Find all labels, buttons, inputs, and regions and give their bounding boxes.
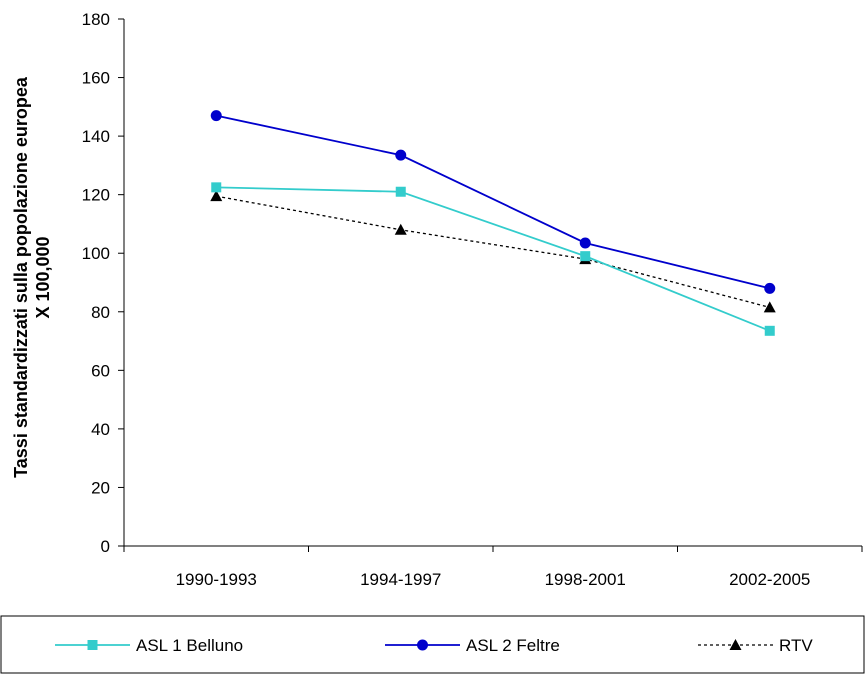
- data-point: [579, 237, 591, 249]
- y-tick-label: 40: [91, 420, 110, 439]
- y-tick-label: 180: [82, 10, 110, 29]
- legend-marker: [417, 639, 428, 651]
- legend-label: RTV: [779, 636, 813, 655]
- x-axis: 1990-1993 1994-1997 1998-2001 2002-2005: [123, 545, 863, 589]
- legend-label: ASL 1 Belluno: [136, 636, 243, 655]
- legend-label: ASL 2 Feltre: [466, 636, 560, 655]
- x-tick-label: 1998-2001: [545, 570, 626, 589]
- series-layer: [210, 110, 776, 336]
- data-point: [395, 186, 406, 197]
- legend-marker: [729, 639, 742, 650]
- data-point: [395, 149, 407, 161]
- legend-entry: ASL 2 Feltre: [385, 636, 560, 655]
- y-tick-label: 140: [82, 127, 110, 146]
- legend: ASL 1 Belluno ASL 2 Feltre RTV: [0, 615, 865, 674]
- y-axis: 0 20 40 60 80 100 120 140 160 180: [82, 10, 125, 556]
- data-point: [210, 110, 222, 122]
- series-asl-1-belluno: [211, 182, 775, 336]
- y-tick-label: 60: [91, 361, 110, 380]
- series-line: [216, 195, 770, 309]
- x-tick-label: 1994-1997: [360, 570, 441, 589]
- y-tick-label: 80: [91, 303, 110, 322]
- series-line: [216, 186, 771, 332]
- data-point: [764, 325, 775, 336]
- data-point: [394, 223, 407, 235]
- legend-entry: RTV: [698, 636, 813, 655]
- data-point: [764, 282, 776, 294]
- data-point: [211, 182, 222, 193]
- legend-entry: ASL 1 Belluno: [55, 636, 243, 655]
- y-axis-label-line: X 100,000: [33, 236, 53, 318]
- series-asl-2-feltre: [210, 110, 776, 294]
- legend-marker: [87, 640, 98, 650]
- x-tick-label: 2002-2005: [729, 570, 810, 589]
- y-axis-label-line: Tassi standardizzati sulla popolazione e…: [11, 76, 31, 478]
- series-rtv: [210, 190, 776, 313]
- y-tick-label: 20: [91, 478, 110, 497]
- y-tick-label: 0: [101, 537, 110, 556]
- data-point: [210, 190, 223, 202]
- y-tick-label: 120: [82, 186, 110, 205]
- y-tick-label: 100: [82, 244, 110, 263]
- y-tick-label: 160: [82, 69, 110, 88]
- data-point: [763, 301, 776, 313]
- data-point: [580, 251, 591, 262]
- x-tick-label: 1990-1993: [176, 570, 257, 589]
- series-line: [216, 114, 770, 290]
- y-axis-label: Tassi standardizzati sulla popolazione e…: [11, 76, 53, 478]
